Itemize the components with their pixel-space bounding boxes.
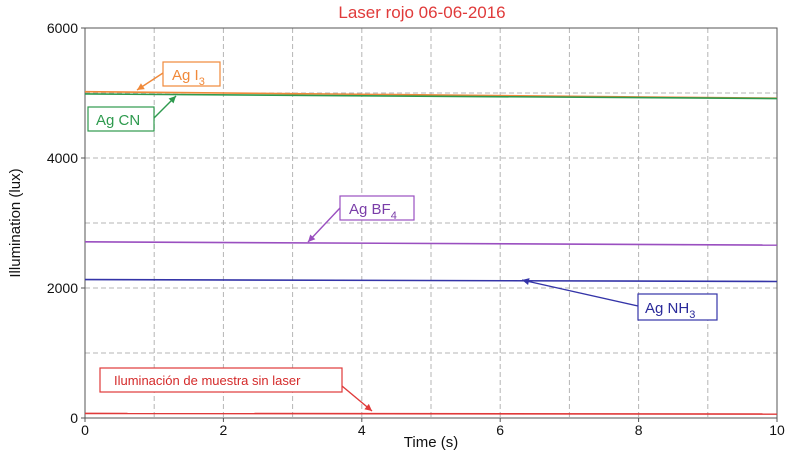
- series-line-ag-bf4: [84, 241, 778, 246]
- y-tick-label: 0: [70, 410, 78, 426]
- annotation-ag-bf4: Ag BF4: [307, 195, 415, 243]
- y-tick-label: 4000: [47, 150, 78, 166]
- y-axis-label: Illumination (lux): [7, 168, 24, 277]
- x-tick-label: 10: [769, 422, 785, 438]
- grid: [85, 28, 777, 418]
- annotation-label: Ag CN: [96, 112, 140, 129]
- x-axis-label: Time (s): [404, 434, 458, 451]
- annotation-ag-cn: Ag CN: [87, 95, 177, 132]
- x-tick-label: 8: [635, 422, 643, 438]
- series-annotations: Ag I3 Ag CN Ag BF4 Ag NH3 Iluminación de mue…: [87, 61, 718, 412]
- annotation-label: Ag BF4: [349, 201, 397, 222]
- annotation-label: Iluminación de muestra sin laser: [114, 373, 301, 388]
- series-lines: [84, 90, 778, 415]
- annotation-ag-nh3: Ag NH3: [521, 278, 718, 321]
- x-tick-label: 2: [220, 422, 228, 438]
- series-line-ag-cn: [84, 93, 778, 100]
- x-tick-label: 6: [496, 422, 504, 438]
- tick-labels: 0 2 4 6 8 10 0 2000 4000 6000: [47, 20, 785, 438]
- annotation-no-laser: Iluminación de muestra sin laser: [99, 367, 373, 412]
- annotation-label: Ag I3: [172, 67, 205, 88]
- series-line-ag-nh3: [84, 278, 778, 283]
- x-tick-label: 0: [81, 422, 89, 438]
- plot-frame: [84, 27, 778, 419]
- series-line-no-laser: [84, 412, 778, 415]
- y-tick-label: 6000: [47, 20, 78, 36]
- y-tick-label: 2000: [47, 280, 78, 296]
- annotation-ag-i3: Ag I3: [136, 61, 221, 91]
- x-tick-label: 4: [358, 422, 366, 438]
- annotation-label: Ag NH3: [645, 300, 695, 321]
- chart-title: Laser rojo 06-06-2016: [338, 3, 505, 22]
